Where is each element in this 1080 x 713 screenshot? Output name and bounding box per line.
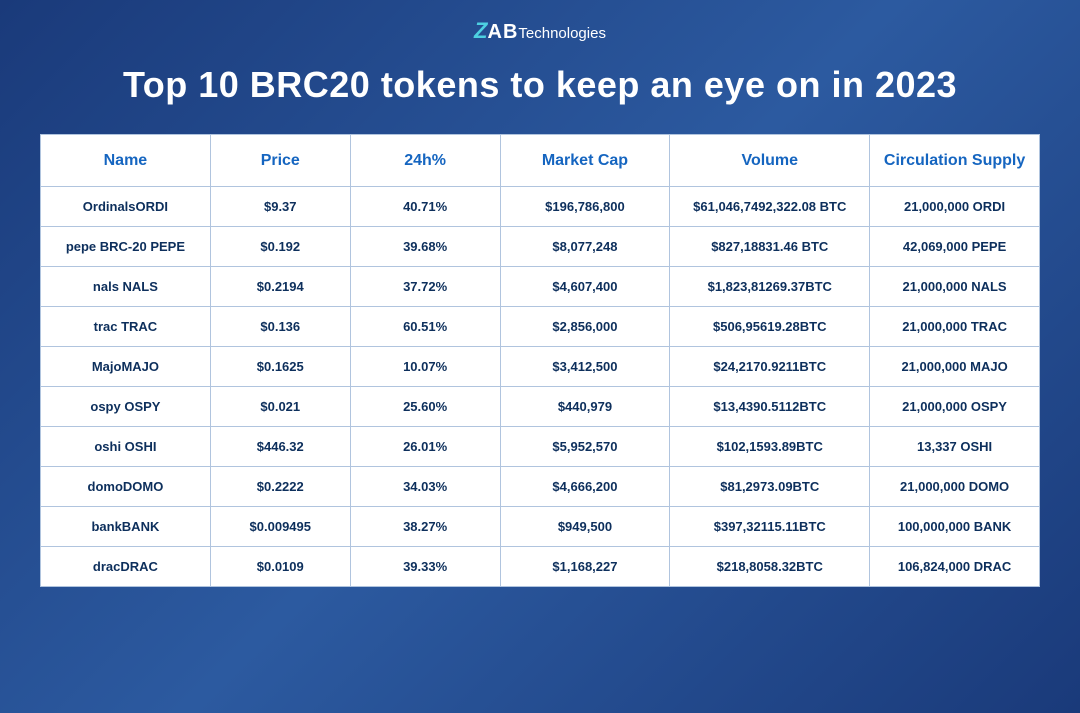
cell-mcap: $8,077,248 — [500, 227, 670, 267]
cell-supply: 13,337 OSHI — [870, 427, 1040, 467]
col-header-supply: Circulation Supply — [870, 135, 1040, 187]
table-row: oshi OSHI $446.32 26.01% $5,952,570 $102… — [41, 427, 1040, 467]
cell-supply: 42,069,000 PEPE — [870, 227, 1040, 267]
cell-price: $0.2222 — [210, 467, 350, 507]
cell-name: trac TRAC — [41, 307, 211, 347]
cell-24h: 34.03% — [350, 467, 500, 507]
cell-supply: 100,000,000 BANK — [870, 507, 1040, 547]
cell-supply: 21,000,000 ORDI — [870, 187, 1040, 227]
cell-mcap: $2,856,000 — [500, 307, 670, 347]
col-header-24h: 24h% — [350, 135, 500, 187]
cell-vol: $218,8058.32BTC — [670, 547, 870, 587]
brand-logo: ZABTechnologies — [0, 0, 1080, 44]
cell-price: $0.009495 — [210, 507, 350, 547]
logo-tech: Technologies — [518, 25, 606, 42]
cell-name: domoDOMO — [41, 467, 211, 507]
cell-24h: 38.27% — [350, 507, 500, 547]
col-header-marketcap: Market Cap — [500, 135, 670, 187]
cell-24h: 60.51% — [350, 307, 500, 347]
logo-z: Z — [474, 18, 487, 43]
cell-vol: $81,2973.09BTC — [670, 467, 870, 507]
col-header-volume: Volume — [670, 135, 870, 187]
table-row: domoDOMO $0.2222 34.03% $4,666,200 $81,2… — [41, 467, 1040, 507]
cell-vol: $827,18831.46 BTC — [670, 227, 870, 267]
cell-vol: $24,2170.9211BTC — [670, 347, 870, 387]
cell-supply: 21,000,000 MAJO — [870, 347, 1040, 387]
table-row: MajoMAJO $0.1625 10.07% $3,412,500 $24,2… — [41, 347, 1040, 387]
table-row: pepe BRC-20 PEPE $0.192 39.68% $8,077,24… — [41, 227, 1040, 267]
col-header-name: Name — [41, 135, 211, 187]
table-row: OrdinalsORDI $9.37 40.71% $196,786,800 $… — [41, 187, 1040, 227]
cell-price: $0.0109 — [210, 547, 350, 587]
cell-supply: 21,000,000 TRAC — [870, 307, 1040, 347]
table-header-row: Name Price 24h% Market Cap Volume Circul… — [41, 135, 1040, 187]
token-table: Name Price 24h% Market Cap Volume Circul… — [40, 134, 1040, 587]
cell-price: $0.1625 — [210, 347, 350, 387]
cell-name: ospy OSPY — [41, 387, 211, 427]
cell-name: MajoMAJO — [41, 347, 211, 387]
logo-ab: AB — [488, 21, 519, 43]
cell-price: $0.2194 — [210, 267, 350, 307]
cell-vol: $1,823,81269.37BTC — [670, 267, 870, 307]
table-row: ospy OSPY $0.021 25.60% $440,979 $13,439… — [41, 387, 1040, 427]
cell-24h: 39.68% — [350, 227, 500, 267]
cell-supply: 21,000,000 NALS — [870, 267, 1040, 307]
cell-name: oshi OSHI — [41, 427, 211, 467]
cell-mcap: $3,412,500 — [500, 347, 670, 387]
cell-price: $9.37 — [210, 187, 350, 227]
page-title: Top 10 BRC20 tokens to keep an eye on in… — [0, 64, 1080, 106]
cell-24h: 40.71% — [350, 187, 500, 227]
cell-mcap: $4,607,400 — [500, 267, 670, 307]
cell-24h: 10.07% — [350, 347, 500, 387]
cell-vol: $61,046,7492,322.08 BTC — [670, 187, 870, 227]
cell-24h: 26.01% — [350, 427, 500, 467]
cell-supply: 21,000,000 OSPY — [870, 387, 1040, 427]
cell-mcap: $1,168,227 — [500, 547, 670, 587]
cell-mcap: $5,952,570 — [500, 427, 670, 467]
cell-24h: 39.33% — [350, 547, 500, 587]
cell-price: $446.32 — [210, 427, 350, 467]
table-row: nals NALS $0.2194 37.72% $4,607,400 $1,8… — [41, 267, 1040, 307]
cell-24h: 37.72% — [350, 267, 500, 307]
cell-vol: $13,4390.5112BTC — [670, 387, 870, 427]
cell-vol: $102,1593.89BTC — [670, 427, 870, 467]
table-body: OrdinalsORDI $9.37 40.71% $196,786,800 $… — [41, 187, 1040, 587]
cell-name: nals NALS — [41, 267, 211, 307]
table-row: bankBANK $0.009495 38.27% $949,500 $397,… — [41, 507, 1040, 547]
cell-price: $0.021 — [210, 387, 350, 427]
cell-name: pepe BRC-20 PEPE — [41, 227, 211, 267]
cell-vol: $506,95619.28BTC — [670, 307, 870, 347]
cell-name: dracDRAC — [41, 547, 211, 587]
cell-supply: 106,824,000 DRAC — [870, 547, 1040, 587]
cell-mcap: $196,786,800 — [500, 187, 670, 227]
table-row: trac TRAC $0.136 60.51% $2,856,000 $506,… — [41, 307, 1040, 347]
cell-mcap: $4,666,200 — [500, 467, 670, 507]
table-row: dracDRAC $0.0109 39.33% $1,168,227 $218,… — [41, 547, 1040, 587]
cell-price: $0.192 — [210, 227, 350, 267]
cell-vol: $397,32115.11BTC — [670, 507, 870, 547]
cell-supply: 21,000,000 DOMO — [870, 467, 1040, 507]
token-table-container: Name Price 24h% Market Cap Volume Circul… — [40, 134, 1040, 587]
cell-mcap: $949,500 — [500, 507, 670, 547]
cell-mcap: $440,979 — [500, 387, 670, 427]
cell-name: bankBANK — [41, 507, 211, 547]
cell-price: $0.136 — [210, 307, 350, 347]
cell-24h: 25.60% — [350, 387, 500, 427]
col-header-price: Price — [210, 135, 350, 187]
cell-name: OrdinalsORDI — [41, 187, 211, 227]
